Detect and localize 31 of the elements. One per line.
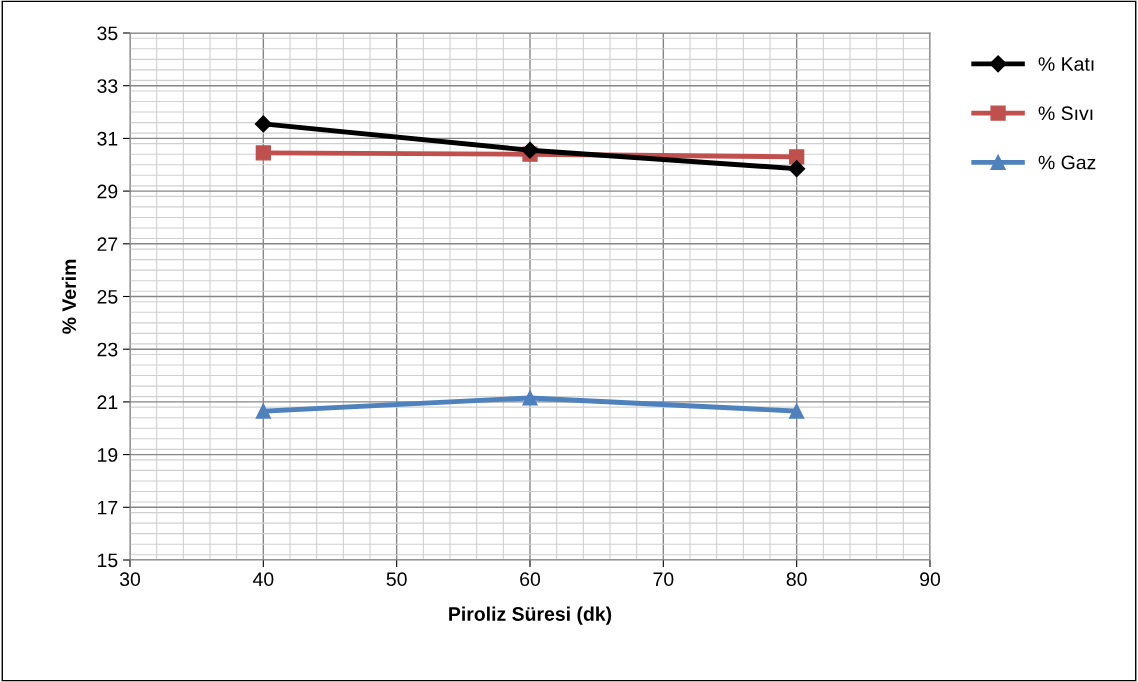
x-tick-label: 80 <box>786 572 807 587</box>
point <box>789 149 805 165</box>
point <box>788 160 806 178</box>
x-tick-label: 70 <box>653 572 674 587</box>
x-tick-label: 60 <box>520 572 541 587</box>
y-tick-label: 19 <box>98 448 118 462</box>
x-tick-label: 50 <box>386 572 407 587</box>
legend-label: % Gaz <box>1038 155 1096 170</box>
y-tick-label: 31 <box>97 131 118 146</box>
x-tick-label: 40 <box>252 572 274 587</box>
point <box>255 145 271 161</box>
point <box>254 115 272 133</box>
y-axis-title: % Verim <box>61 259 77 334</box>
y-tick-label: 15 <box>98 553 118 568</box>
x-tick-label: 90 <box>920 572 941 587</box>
x-axis-title: Piroliz Süresi (dk) <box>449 606 612 625</box>
y-tick-label: 27 <box>97 237 118 251</box>
point <box>522 390 538 406</box>
y-tick-label: 23 <box>97 342 118 357</box>
legend-label: % Sıvı <box>1038 106 1093 121</box>
y-tick-label: 21 <box>97 395 118 409</box>
y-tick-label: 17 <box>98 500 118 515</box>
x-tick-label: 30 <box>119 572 141 587</box>
y-tick-label: 35 <box>97 26 118 41</box>
y-tick-label: 33 <box>97 79 118 93</box>
point <box>789 403 805 419</box>
point <box>255 403 271 419</box>
y-tick-label: 25 <box>97 289 118 304</box>
legend-label: % Katı <box>1038 57 1094 71</box>
point <box>521 141 539 159</box>
y-tick-label: 29 <box>97 184 118 199</box>
